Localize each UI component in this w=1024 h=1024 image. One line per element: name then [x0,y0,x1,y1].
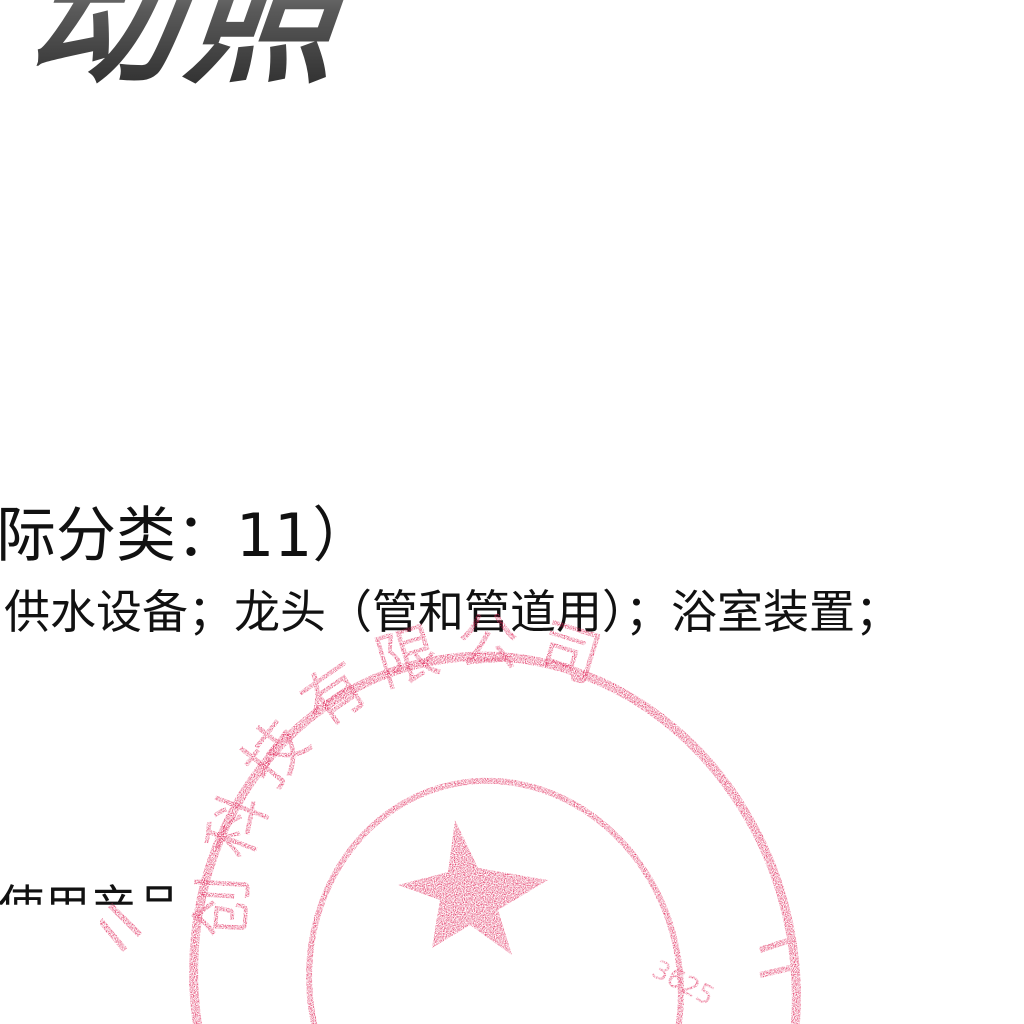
seal-star-icon [398,820,548,955]
goods-list-line: 供水设备；龙头（管和管道用）；浴室装置； [4,589,901,635]
seal-left-mark [100,905,140,950]
seal-company-text: 创科技有限公司 [184,606,623,940]
headline-title: 动照 [22,0,354,92]
classification-line: 际分类：11） [0,506,372,566]
seal-text-group: 创科技有限公司 3625 [184,606,719,1012]
seal-inner-ring [271,746,718,1024]
seal-side-mark [760,940,790,975]
seal-outer-ring [133,600,857,1024]
partially-visible-line: 使用产品 [0,884,182,930]
seal-code-text: 3625 [647,955,720,1013]
seal-ring-group [100,600,857,1024]
